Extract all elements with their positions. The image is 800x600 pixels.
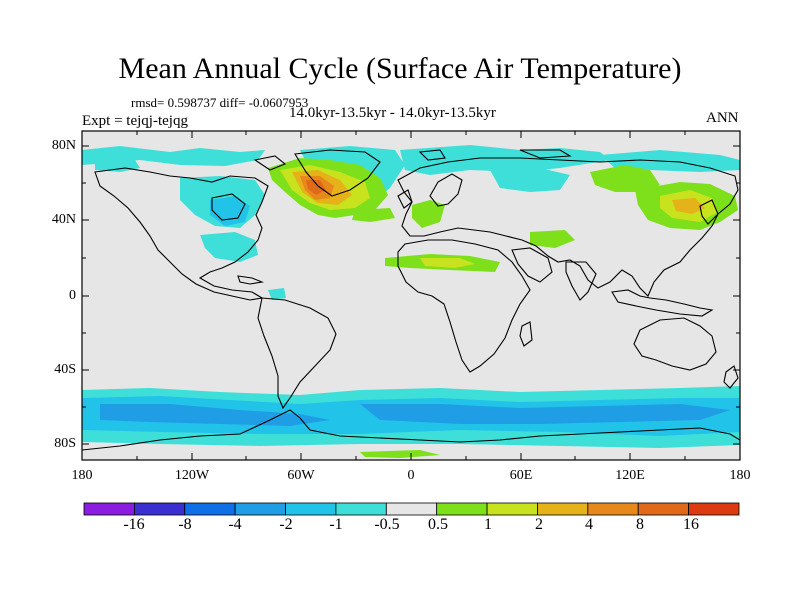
lat-tick-label: 80N [51, 138, 76, 153]
colorbar-label: 0.5 [428, 516, 448, 533]
coast-madagascar [519, 321, 533, 347]
coast-caribbean [237, 275, 265, 285]
colorbar-box [688, 502, 740, 516]
warm-region-north-atlantic-peak [306, 180, 326, 195]
warm-region-east-asia-core [672, 198, 705, 214]
colorbar-box [486, 502, 538, 516]
colorbar-label: 8 [636, 516, 644, 533]
lon-tick-label: 120E [615, 468, 645, 483]
coast-antarctica [82, 409, 740, 451]
cold-region-north-europe [400, 145, 610, 175]
cold-region-southern-ocean-core-east [360, 404, 730, 424]
cold-region-tropic-spot [268, 288, 286, 300]
warm-region-sahara-core [420, 258, 475, 268]
cold-region-siberia [490, 168, 570, 192]
colorbar [83, 502, 740, 516]
colorbar-label: -4 [228, 516, 242, 533]
lat-tick-label: 80S [54, 436, 76, 451]
lon-tick-label: 120W [174, 468, 210, 483]
lat-tick-label: 40S [54, 362, 76, 377]
tick-marks-right [733, 145, 740, 445]
tick-marks-top [81, 131, 741, 138]
coastlines [82, 149, 740, 451]
lat-tick-label: 0 [69, 288, 76, 303]
warm-region-antarctic-edge [360, 450, 440, 458]
coast-north-america [94, 167, 269, 301]
coast-africa [397, 239, 531, 373]
colorbar-label: -8 [178, 516, 192, 533]
anomaly-field [82, 131, 740, 460]
colorbar-box [637, 502, 690, 516]
colorbar-label: -0.5 [374, 516, 400, 533]
colorbar-box [285, 502, 337, 516]
colorbar-box [133, 502, 186, 516]
axis-ticks [81, 131, 741, 460]
lon-tick-label: 60E [509, 468, 533, 483]
colorbar-label: -16 [123, 516, 145, 533]
warm-region-middle-east [530, 230, 575, 248]
coast-south-america [257, 297, 337, 410]
coast-australia [633, 317, 717, 371]
colorbar-label: -1 [329, 516, 343, 533]
lat-tick-label: 40N [51, 212, 76, 227]
tick-marks-left [82, 145, 89, 445]
cold-region-us-east [200, 232, 258, 262]
period-subtitle: 14.0kyr-13.5kyr - 14.0kyr-13.5kyr [289, 105, 496, 121]
lon-tick-label: 180 [729, 468, 751, 483]
coast-indonesia [611, 289, 714, 317]
coast-new-zealand [723, 365, 739, 389]
coast-india [565, 261, 597, 301]
experiment-label: Expt = tejqj-tejqg [82, 113, 188, 129]
lon-tick-label: 0 [407, 468, 415, 483]
season-label: ANN [706, 110, 739, 126]
colorbar-label: 4 [585, 516, 593, 533]
coast-japan [699, 199, 719, 225]
colorbar-box [537, 502, 589, 516]
coast-hudson-bay [211, 193, 246, 221]
warm-region-east-europe [352, 208, 395, 222]
coast-greenland [294, 149, 381, 197]
colorbar-box [385, 502, 438, 516]
colorbar-box [335, 502, 387, 516]
warm-region-siberia-east [590, 165, 660, 192]
colorbar-box [83, 502, 135, 516]
warm-region-europe [412, 200, 445, 228]
colorbar-label: 2 [535, 516, 543, 533]
lon-tick-label: 180 [71, 468, 93, 483]
colorbar-box [234, 502, 286, 516]
coast-arabia [511, 247, 553, 283]
coast-eurasia [397, 157, 739, 297]
tick-marks-bottom [81, 453, 741, 460]
colorbar-box [436, 502, 488, 516]
colorbar-box [184, 502, 236, 516]
colorbar-label: 1 [484, 516, 492, 533]
coast-arctic-islands [253, 149, 572, 171]
cold-region-southern-ocean-core [100, 404, 330, 426]
colorbar-box [587, 502, 639, 516]
stats-line: rmsd= 0.598737 diff= -0.0607953 [131, 95, 309, 110]
colorbar-label: -2 [279, 516, 293, 533]
coast-scandinavia [429, 173, 463, 207]
lon-tick-label: 60W [287, 468, 315, 483]
colorbar-label: 16 [683, 516, 699, 533]
coast-uk [397, 189, 413, 209]
chart-title: Mean Annual Cycle (Surface Air Temperatu… [118, 52, 682, 85]
